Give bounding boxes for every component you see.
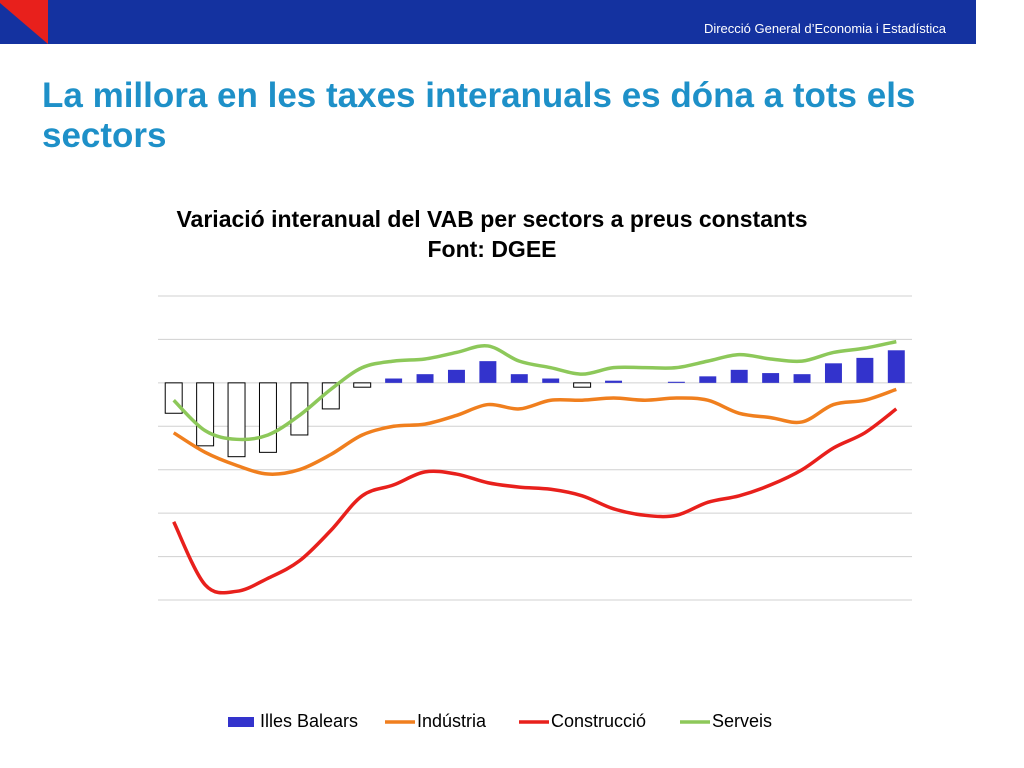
bar	[416, 374, 434, 383]
bar	[793, 374, 811, 383]
chart-subtitle: Font: DGEE	[427, 236, 557, 262]
legend-label: Construcció	[551, 711, 646, 731]
bar	[762, 373, 780, 383]
bar	[385, 378, 403, 383]
bar	[699, 376, 717, 383]
bar	[573, 382, 592, 388]
slide-title: La millora en les taxes interanuals es d…	[42, 76, 916, 155]
chart-title-block: Variació interanual del VAB per sectors …	[172, 204, 812, 264]
header-bar	[0, 0, 976, 44]
bar	[479, 361, 497, 383]
bar	[667, 381, 685, 383]
bar	[510, 374, 528, 383]
bar	[196, 382, 215, 447]
line	[172, 407, 898, 595]
legend-label: Illes Balears	[260, 711, 358, 731]
bar	[447, 369, 465, 383]
legend-swatch	[228, 717, 254, 727]
bar	[258, 382, 277, 453]
bar	[227, 382, 246, 458]
line	[172, 387, 897, 476]
header-corner	[0, 0, 48, 44]
bar	[824, 363, 842, 383]
bar	[730, 369, 748, 383]
bar	[542, 378, 560, 383]
bar	[605, 380, 623, 383]
bar	[353, 382, 372, 388]
chart-title: Variació interanual del VAB per sectors …	[176, 206, 808, 232]
legend-label: Serveis	[712, 711, 772, 731]
line	[172, 339, 897, 442]
header-text: Direcció General d’Economia i Estadístic…	[703, 21, 946, 36]
bar	[856, 357, 874, 383]
legend-label: Indústria	[417, 711, 487, 731]
bar	[887, 350, 905, 383]
